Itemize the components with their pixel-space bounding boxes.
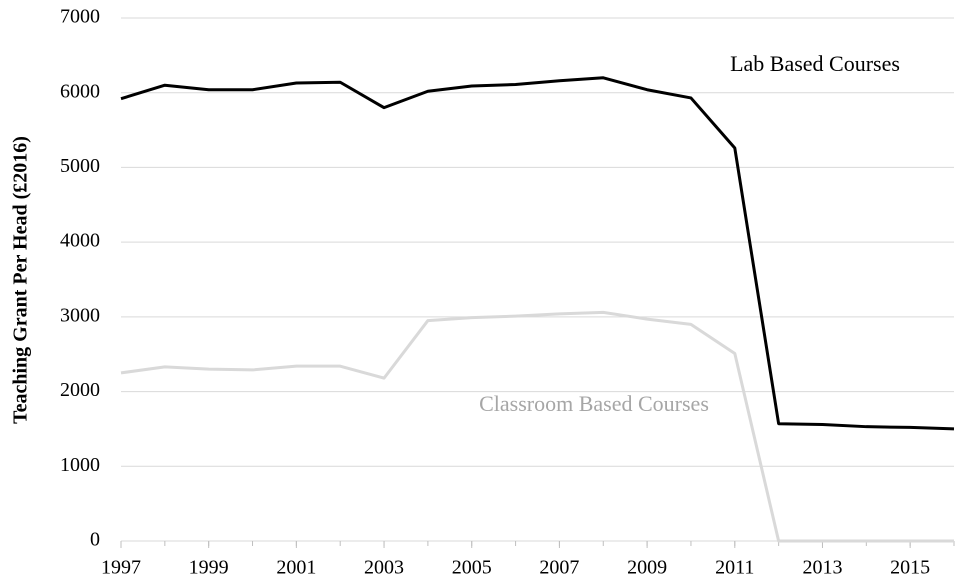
x-tick-label: 2015 <box>890 557 930 579</box>
series-label: Classroom Based Courses <box>479 391 709 416</box>
y-tick-label: 5000 <box>60 155 100 177</box>
y-tick-label: 0 <box>90 529 100 551</box>
y-axis-label: Teaching Grant Per Head (£2016) <box>10 136 32 424</box>
y-tick-label: 3000 <box>60 304 100 326</box>
x-tick-label: 2007 <box>539 557 579 579</box>
series-label: Lab Based Courses <box>730 51 900 76</box>
y-tick-label: 1000 <box>60 454 100 476</box>
y-tick-label: 7000 <box>60 6 100 28</box>
x-tick-label: 1997 <box>101 557 141 579</box>
x-tick-label: 2003 <box>364 557 404 579</box>
x-tick-label: 2011 <box>715 557 754 579</box>
x-tick-label: 2009 <box>627 557 667 579</box>
x-tick-label: 2005 <box>452 557 492 579</box>
series-line <box>120 76 955 431</box>
x-tick-label: 1999 <box>189 557 229 579</box>
y-tick-label: 2000 <box>60 379 100 401</box>
series-line <box>120 310 954 543</box>
x-tick-label: 2013 <box>802 557 842 579</box>
x-tick-label: 2001 <box>276 557 316 579</box>
y-tick-label: 4000 <box>60 230 100 252</box>
y-tick-label: 6000 <box>60 80 100 102</box>
